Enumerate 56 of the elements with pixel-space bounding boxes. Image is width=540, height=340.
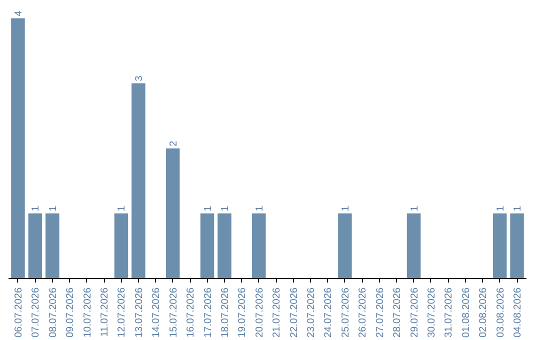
x-tick-label: 01.08.2026 (460, 287, 472, 338)
x-tick-label: 27.07.2026 (374, 287, 386, 338)
x-tick-label: 28.07.2026 (392, 287, 404, 338)
data-label: 1 (512, 205, 524, 212)
x-tick-label: 14.07.2026 (151, 287, 162, 338)
bar (11, 18, 25, 278)
x-tick-label: 20.07.2026 (254, 287, 266, 338)
x-tick-label: 31.07.2026 (444, 287, 455, 338)
x-tick-label: 21.07.2026 (272, 287, 283, 338)
x-tick-label: 23.07.2026 (306, 287, 318, 338)
data-label: 2 (168, 140, 180, 146)
data-label: 1 (254, 205, 266, 212)
x-tick-label: 11.07.2026 (100, 287, 111, 337)
data-label: 1 (48, 205, 59, 212)
x-tick-label: 18.07.2026 (220, 287, 231, 338)
bar (114, 213, 128, 278)
x-tick-label: 30.07.2026 (426, 287, 438, 338)
bar (252, 213, 266, 278)
data-label: 1 (495, 205, 506, 212)
x-tick-label: 25.07.2026 (340, 287, 352, 338)
x-tick-label: 08.07.2026 (48, 287, 59, 338)
data-label: 4 (13, 10, 24, 16)
data-label: 3 (134, 75, 145, 82)
x-tick-label: 04.08.2026 (512, 287, 524, 338)
data-label: 1 (30, 205, 42, 212)
x-tick-label: 29.07.2026 (409, 287, 420, 338)
bar (28, 213, 42, 278)
x-tick-label: 22.07.2026 (288, 287, 300, 338)
data-label: 1 (409, 205, 420, 212)
bar (492, 213, 507, 278)
x-tick-label: 09.07.2026 (65, 287, 76, 338)
x-tick-label: 12.07.2026 (116, 287, 128, 338)
bar (200, 213, 214, 278)
bar (218, 213, 232, 278)
x-tick-label: 06.07.2026 (13, 287, 24, 338)
bar (406, 213, 421, 278)
x-tick-label: 07.07.2026 (30, 287, 42, 338)
x-tick-label: 10.07.2026 (82, 287, 94, 338)
bar (510, 213, 524, 278)
x-tick-label: 13.07.2026 (134, 287, 145, 338)
x-tick-label: 15.07.2026 (168, 287, 180, 338)
data-label: 1 (202, 205, 214, 212)
x-tick-label: 24.07.2026 (323, 287, 334, 338)
x-tick-label: 19.07.2026 (237, 287, 248, 338)
x-tick-label: 16.07.2026 (186, 287, 197, 338)
data-label: 1 (340, 205, 352, 212)
bar (46, 213, 60, 278)
x-tick-label: 03.08.2026 (495, 287, 506, 338)
bar (338, 213, 352, 278)
bar (132, 83, 146, 278)
x-tick-label: 26.07.2026 (358, 287, 369, 338)
x-tick-label: 17.07.2026 (202, 287, 214, 338)
data-label: 1 (220, 205, 231, 212)
x-tick-label: 02.08.2026 (478, 287, 490, 338)
data-label: 1 (116, 205, 128, 212)
bar (166, 148, 180, 278)
